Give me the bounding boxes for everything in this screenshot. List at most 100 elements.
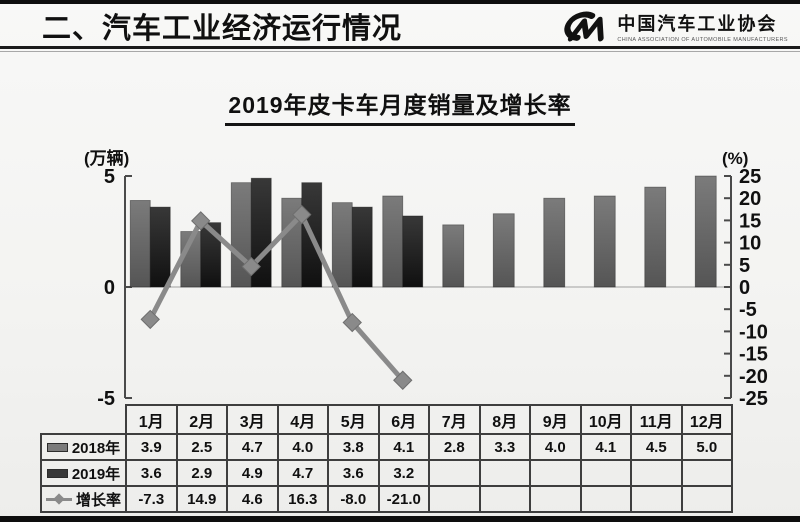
chart-title: 2019年皮卡车月度销量及增长率 <box>225 86 575 126</box>
table-cell: 3.6 <box>125 459 178 487</box>
axis-tick-label: -15 <box>739 344 768 366</box>
month-header: 12月 <box>680 404 733 435</box>
month-header: 8月 <box>478 404 531 435</box>
table-cell: 3.3 <box>478 433 531 461</box>
table-row-2019年: 2019年 3.6 2.9 4.9 4.7 3.6 3.2 <box>40 459 733 487</box>
table-cell: 3.8 <box>327 433 380 461</box>
table-cell: 3.2 <box>377 459 430 487</box>
month-header: 10月 <box>579 404 632 435</box>
axis-tick-label: 5 <box>739 255 750 277</box>
table-header-row: 1月 2月 3月 4月 5月 6月 7月 8月 9月 10月 11月 12月 <box>41 404 733 435</box>
growth-marker-4 <box>292 204 312 225</box>
table-cell <box>529 485 582 513</box>
table-cell: 4.0 <box>276 433 329 461</box>
month-header: 7月 <box>428 404 481 435</box>
bar-2018年-11月 <box>644 186 667 288</box>
growth-marker-6 <box>393 370 413 390</box>
axis-tick-label: 15 <box>739 210 761 232</box>
legend-2018年: 2018年 <box>40 433 127 461</box>
legend-swatch-icon <box>46 468 68 478</box>
axis-tick-label: 0 <box>739 277 750 299</box>
bar-2018年-12月 <box>694 175 717 288</box>
growth-marker-1 <box>140 309 160 330</box>
table-cell: 4.9 <box>226 459 279 487</box>
table-cell <box>630 459 683 487</box>
left-axis-unit: (万辆) <box>84 148 129 168</box>
table-cell <box>529 459 582 487</box>
month-header: 6月 <box>377 404 430 435</box>
table-cell: -7.3 <box>125 485 178 513</box>
table-cell: 3.9 <box>125 433 178 461</box>
legend-label: 2018年 <box>71 439 121 457</box>
axis-tick-label: 0 <box>104 277 115 299</box>
bar-2018年-9月 <box>543 197 566 288</box>
table-corner-ghost <box>41 405 126 434</box>
bar-2019年-6月 <box>402 215 424 288</box>
caam-logo: 中国汽车工业协会 CHINA ASSOCIATION OF AUTOMOBILE… <box>547 10 788 44</box>
logo-name-en: CHINA ASSOCIATION OF AUTOMOBILE MANUFACT… <box>617 37 788 43</box>
bottom-border <box>0 516 800 522</box>
table-cell: 14.9 <box>175 485 228 513</box>
table-cell: 2.9 <box>175 459 228 487</box>
legend-增长率: 增长率 <box>40 485 127 513</box>
bar-2019年-1月 <box>149 206 171 288</box>
left-axis: 5 0 -5 (万辆) <box>84 148 132 410</box>
bar-2018年-7月 <box>442 224 465 288</box>
table-cell <box>478 485 531 513</box>
header-divider <box>0 46 800 49</box>
bar-2018年-5月 <box>331 202 353 288</box>
month-header: 11月 <box>630 404 683 435</box>
table-row-2018年: 2018年 3.9 2.5 4.7 4.0 3.8 4.1 2.8 3.3 4.0 4.1 4.5 5.… <box>40 433 733 461</box>
caam-logo-icon <box>564 11 605 41</box>
month-header: 3月 <box>226 404 279 435</box>
axis-tick-label: -10 <box>739 321 768 343</box>
table-cell: 4.5 <box>630 433 683 461</box>
logo-text: 中国汽车工业协会 CHINA ASSOCIATION OF AUTOMOBILE… <box>617 10 788 43</box>
growth-marker-3 <box>241 256 261 277</box>
legend-swatch-icon <box>46 442 68 452</box>
bar-2018年-6月 <box>382 195 404 288</box>
legend-label: 增长率 <box>75 491 121 509</box>
bar-2018年-1月 <box>129 200 151 288</box>
table-cell <box>630 485 683 513</box>
table-cell <box>579 459 632 487</box>
growth-marker-5 <box>342 312 362 333</box>
page-title: 二、汽车工业经济运行情况 <box>42 12 403 45</box>
month-header: 4月 <box>276 404 329 435</box>
table-cell: 4.1 <box>579 433 632 461</box>
bar-2019年-2月 <box>200 222 222 288</box>
axis-tick-label: 25 <box>739 166 761 188</box>
table-cell: -21.0 <box>377 485 430 513</box>
axis-tick-label: -25 <box>739 388 768 410</box>
growth-marker-2 <box>191 211 211 231</box>
bar-2019年-5月 <box>351 206 373 288</box>
table-cell <box>478 459 531 487</box>
table-cell <box>680 485 733 513</box>
axis-tick-label: -5 <box>739 299 757 321</box>
header: 二、汽车工业经济运行情况 中国汽车工业协会 CHINA ASSOCIATION … <box>0 4 800 47</box>
top-border <box>0 0 800 4</box>
header-divider-shadow <box>0 51 800 52</box>
table-cell: 16.3 <box>276 485 329 513</box>
table-cell: 2.5 <box>175 433 228 461</box>
growth-line <box>140 204 413 390</box>
table-cell: 5.0 <box>680 433 733 461</box>
bar-2018年-10月 <box>593 195 616 288</box>
table-cell: 4.6 <box>226 485 279 513</box>
table-cell: -8.0 <box>327 485 380 513</box>
legend-2019年: 2019年 <box>40 459 127 487</box>
month-header: 2月 <box>175 404 228 435</box>
axis-tick-label: 20 <box>739 188 761 210</box>
table-cell <box>579 485 632 513</box>
month-header: 9月 <box>529 404 582 435</box>
table-cell: 4.7 <box>276 459 329 487</box>
month-header: 5月 <box>327 404 380 435</box>
legend-label: 2019年 <box>71 465 121 483</box>
axis-tick-label: -20 <box>739 366 768 388</box>
bar-2018年-8月 <box>492 213 515 288</box>
right-axis-unit: (%) <box>722 149 748 168</box>
logo-name-cn: 中国汽车工业协会 <box>617 14 778 34</box>
table-row-增长率: 增长率 -7.3 14.9 4.6 16.3 -8.0 -21.0 <box>40 485 733 513</box>
